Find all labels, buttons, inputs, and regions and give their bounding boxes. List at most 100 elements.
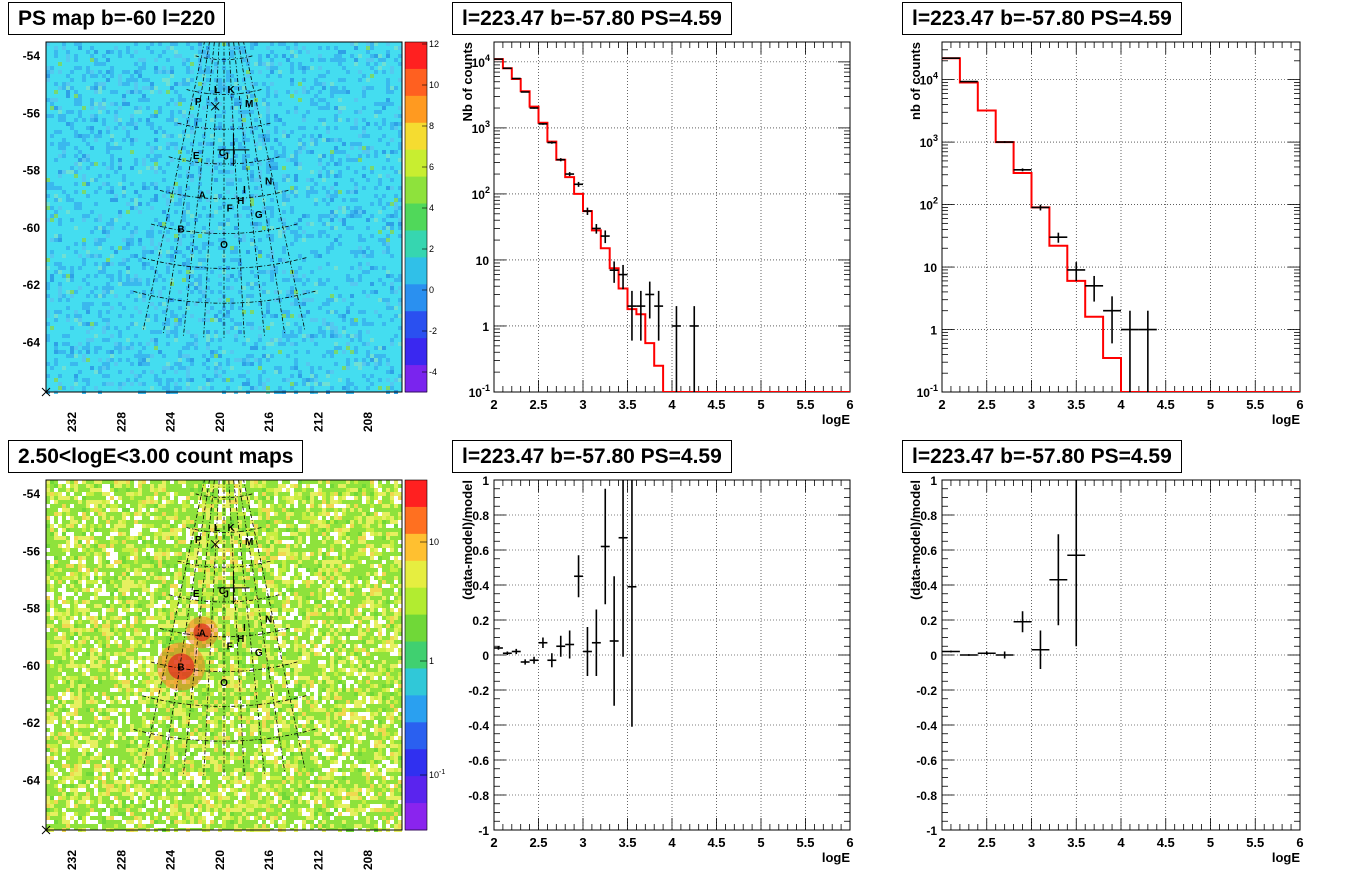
map-pixel xyxy=(154,86,158,90)
map-pixel xyxy=(258,366,262,370)
map-pixel xyxy=(282,580,286,584)
map-pixel xyxy=(226,378,230,382)
map-pixel xyxy=(130,604,134,608)
map-pixel xyxy=(190,532,194,536)
x-marker xyxy=(210,101,220,111)
map-pixel xyxy=(382,122,386,126)
map-pixel xyxy=(202,386,206,390)
map-pixel xyxy=(146,512,150,516)
map-pixel xyxy=(394,556,398,560)
map-pixel xyxy=(322,334,326,338)
map-pixel xyxy=(346,206,350,210)
map-pixel xyxy=(318,632,322,636)
map-pixel xyxy=(166,142,170,146)
map-pixel xyxy=(190,114,194,118)
map-pixel xyxy=(134,86,138,90)
map-pixel xyxy=(394,608,398,612)
map-pixel xyxy=(334,568,338,572)
map-pixel xyxy=(170,524,174,528)
map-pixel xyxy=(66,86,70,90)
map-pixel xyxy=(290,70,294,74)
map-pixel xyxy=(166,186,170,190)
longitude-tick-label: 212 xyxy=(312,412,326,432)
map-pixel xyxy=(146,644,150,648)
map-pixel xyxy=(62,620,66,624)
map-pixel xyxy=(186,82,190,86)
map-pixel xyxy=(86,134,90,138)
map-pixel xyxy=(210,90,214,94)
map-pixel xyxy=(370,608,374,612)
map-pixel xyxy=(346,608,350,612)
map-pixel xyxy=(374,672,378,676)
map-pixel xyxy=(370,250,374,254)
map-pixel xyxy=(350,126,354,130)
map-pixel xyxy=(394,114,398,118)
map-pixel xyxy=(290,62,294,66)
map-pixel xyxy=(230,596,234,600)
map-pixel xyxy=(186,222,190,226)
map-pixel xyxy=(242,310,246,314)
map-pixel xyxy=(222,350,226,354)
map-pixel xyxy=(322,138,326,142)
map-pixel xyxy=(238,46,242,50)
map-pixel xyxy=(194,162,198,166)
map-pixel xyxy=(198,286,202,290)
map-pixel xyxy=(326,640,330,644)
map-pixel xyxy=(134,306,138,310)
map-pixel xyxy=(246,94,250,98)
map-pixel xyxy=(58,596,62,600)
map-pixel xyxy=(90,548,94,552)
map-pixel xyxy=(98,488,102,492)
map-pixel xyxy=(130,238,134,242)
map-pixel xyxy=(58,206,62,210)
map-pixel xyxy=(206,378,210,382)
map-pixel xyxy=(142,588,146,592)
map-pixel xyxy=(134,672,138,676)
map-pixel xyxy=(70,170,74,174)
map-pixel xyxy=(54,512,58,516)
map-pixel xyxy=(118,122,122,126)
map-pixel xyxy=(158,222,162,226)
map-pixel xyxy=(198,318,202,322)
map-pixel xyxy=(394,278,398,282)
map-pixel xyxy=(150,656,154,660)
map-pixel xyxy=(186,382,190,386)
map-pixel xyxy=(230,492,234,496)
map-pixel xyxy=(162,170,166,174)
map-pixel xyxy=(290,612,294,616)
map-pixel xyxy=(218,652,222,656)
map-pixel xyxy=(190,334,194,338)
map-pixel xyxy=(170,536,174,540)
map-pixel xyxy=(198,46,202,50)
map-pixel xyxy=(86,158,90,162)
map-pixel xyxy=(94,50,98,54)
map-pixel xyxy=(374,572,378,576)
map-pixel xyxy=(250,548,254,552)
map-pixel xyxy=(382,266,386,270)
map-pixel xyxy=(274,492,278,496)
map-pixel xyxy=(266,102,270,106)
map-pixel xyxy=(310,250,314,254)
map-pixel xyxy=(318,648,322,652)
map-pixel xyxy=(362,488,366,492)
map-pixel xyxy=(74,536,78,540)
map-pixel xyxy=(142,632,146,636)
map-pixel xyxy=(114,102,118,106)
map-pixel xyxy=(206,346,210,350)
map-pixel xyxy=(62,146,66,150)
map-pixel xyxy=(214,354,218,358)
map-pixel xyxy=(198,508,202,512)
map-pixel xyxy=(350,210,354,214)
map-pixel xyxy=(250,110,254,114)
map-pixel xyxy=(398,520,402,524)
map-pixel xyxy=(294,302,298,306)
map-pixel xyxy=(334,146,338,150)
map-pixel xyxy=(174,512,178,516)
map-pixel xyxy=(238,98,242,102)
map-pixel xyxy=(82,182,86,186)
map-pixel xyxy=(382,250,386,254)
map-pixel xyxy=(258,544,262,548)
map-pixel xyxy=(206,338,210,342)
map-pixel xyxy=(114,480,118,484)
map-pixel xyxy=(266,254,270,258)
